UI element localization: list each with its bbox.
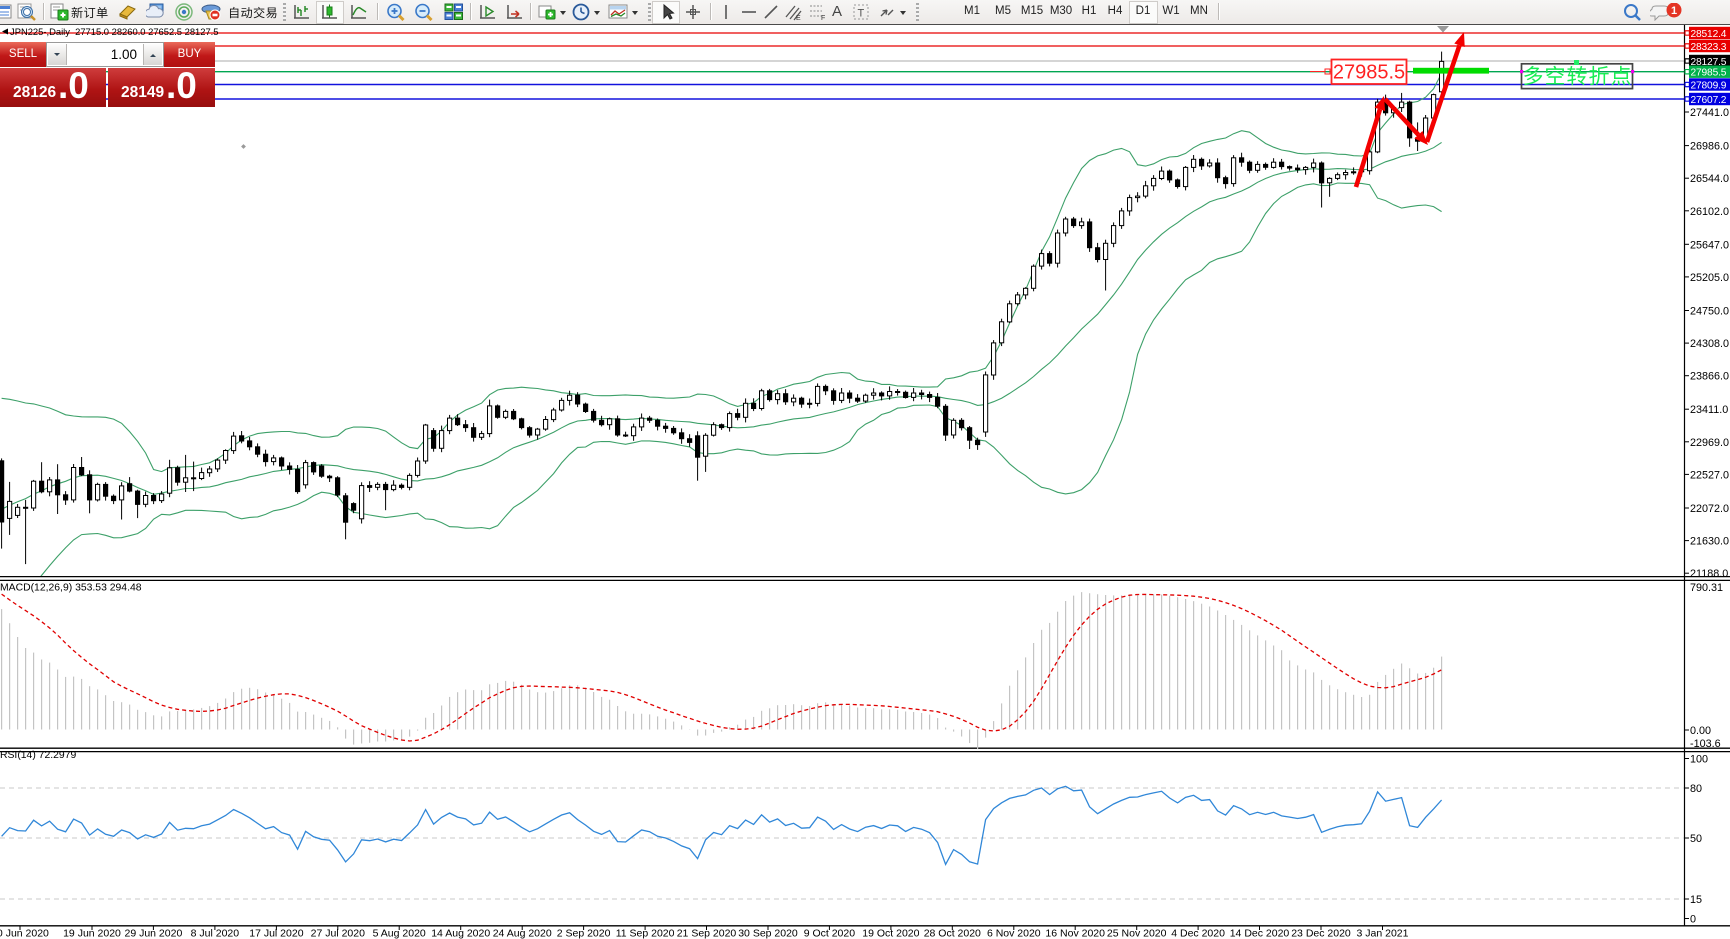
- svg-text:27985.5: 27985.5: [1691, 68, 1727, 79]
- svg-text:2 Sep 2020: 2 Sep 2020: [557, 928, 611, 939]
- svg-text:25 Nov 2020: 25 Nov 2020: [1107, 928, 1167, 939]
- svg-text:27607.2: 27607.2: [1691, 95, 1727, 106]
- svg-text:28 Oct 2020: 28 Oct 2020: [924, 928, 981, 939]
- svg-text:29 Jun 2020: 29 Jun 2020: [124, 928, 182, 939]
- svg-text:21 Sep 2020: 21 Sep 2020: [677, 928, 737, 939]
- svg-text:17 Jul 2020: 17 Jul 2020: [249, 928, 303, 939]
- svg-text:23 Dec 2020: 23 Dec 2020: [1291, 928, 1351, 939]
- svg-text:28127.5: 28127.5: [1691, 57, 1727, 68]
- svg-text:15: 15: [1690, 894, 1702, 906]
- svg-text:23866.0: 23866.0: [1690, 371, 1729, 383]
- svg-text:T: T: [858, 8, 865, 20]
- svg-text:RSI(14) 72.2979: RSI(14) 72.2979: [0, 750, 76, 761]
- svg-text:E: E: [796, 15, 801, 21]
- svg-text:19 Oct 2020: 19 Oct 2020: [862, 928, 919, 939]
- svg-text:21188.0: 21188.0: [1690, 568, 1728, 580]
- svg-text:5 Aug 2020: 5 Aug 2020: [373, 928, 426, 939]
- svg-text:3 Jan 2021: 3 Jan 2021: [1357, 928, 1409, 939]
- svg-text:26986.0: 26986.0: [1690, 141, 1729, 153]
- svg-text:22969.0: 22969.0: [1690, 437, 1729, 449]
- svg-text:JPN225-,Daily 27715.0 28260.0: JPN225-,Daily 27715.0 28260.0 27652.5 28…: [10, 26, 219, 37]
- svg-text:27441.0: 27441.0: [1690, 107, 1729, 119]
- svg-text:24 Aug 2020: 24 Aug 2020: [493, 928, 552, 939]
- svg-text:790.31: 790.31: [1690, 582, 1723, 594]
- svg-text:24308.0: 24308.0: [1690, 338, 1729, 350]
- svg-text:4 Dec 2020: 4 Dec 2020: [1171, 928, 1225, 939]
- svg-text:21630.0: 21630.0: [1690, 536, 1729, 548]
- svg-text:16 Nov 2020: 16 Nov 2020: [1045, 928, 1105, 939]
- svg-text:24750.0: 24750.0: [1690, 306, 1729, 318]
- svg-text:8 Jul 2020: 8 Jul 2020: [191, 928, 240, 939]
- svg-text:6 Nov 2020: 6 Nov 2020: [987, 928, 1041, 939]
- svg-text:23411.0: 23411.0: [1690, 404, 1728, 416]
- svg-text:10 Jun 2020: 10 Jun 2020: [0, 928, 49, 939]
- svg-text:50: 50: [1690, 833, 1702, 845]
- svg-text:19 Jun 2020: 19 Jun 2020: [63, 928, 121, 939]
- svg-text:26544.0: 26544.0: [1690, 173, 1729, 185]
- svg-text:MACD(12,26,9) 353.53 294.48: MACD(12,26,9) 353.53 294.48: [0, 583, 142, 594]
- svg-text:28512.4: 28512.4: [1691, 29, 1727, 40]
- svg-text:F: F: [821, 15, 825, 21]
- svg-text:80: 80: [1690, 783, 1702, 795]
- svg-text:0: 0: [1690, 914, 1696, 926]
- svg-text:27809.9: 27809.9: [1691, 80, 1727, 91]
- svg-text:14 Aug 2020: 14 Aug 2020: [431, 928, 490, 939]
- svg-text:27 Jul 2020: 27 Jul 2020: [311, 928, 365, 939]
- svg-text:9 Oct 2020: 9 Oct 2020: [804, 928, 856, 939]
- svg-text:-103.6: -103.6: [1690, 738, 1721, 750]
- svg-text:25205.0: 25205.0: [1690, 272, 1729, 284]
- svg-text:25647.0: 25647.0: [1690, 239, 1729, 251]
- svg-text:26102.0: 26102.0: [1690, 206, 1729, 218]
- svg-text:28323.3: 28323.3: [1691, 42, 1727, 53]
- svg-text:22527.0: 22527.0: [1690, 469, 1729, 481]
- svg-text:30 Sep 2020: 30 Sep 2020: [738, 928, 798, 939]
- svg-text:1: 1: [1671, 5, 1677, 17]
- svg-text:100: 100: [1690, 754, 1708, 766]
- svg-text:14 Dec 2020: 14 Dec 2020: [1230, 928, 1290, 939]
- svg-text:11 Sep 2020: 11 Sep 2020: [616, 928, 675, 939]
- svg-text:27985.5: 27985.5: [1333, 62, 1405, 84]
- svg-text:22072.0: 22072.0: [1690, 503, 1729, 515]
- svg-text:0.00: 0.00: [1690, 725, 1711, 737]
